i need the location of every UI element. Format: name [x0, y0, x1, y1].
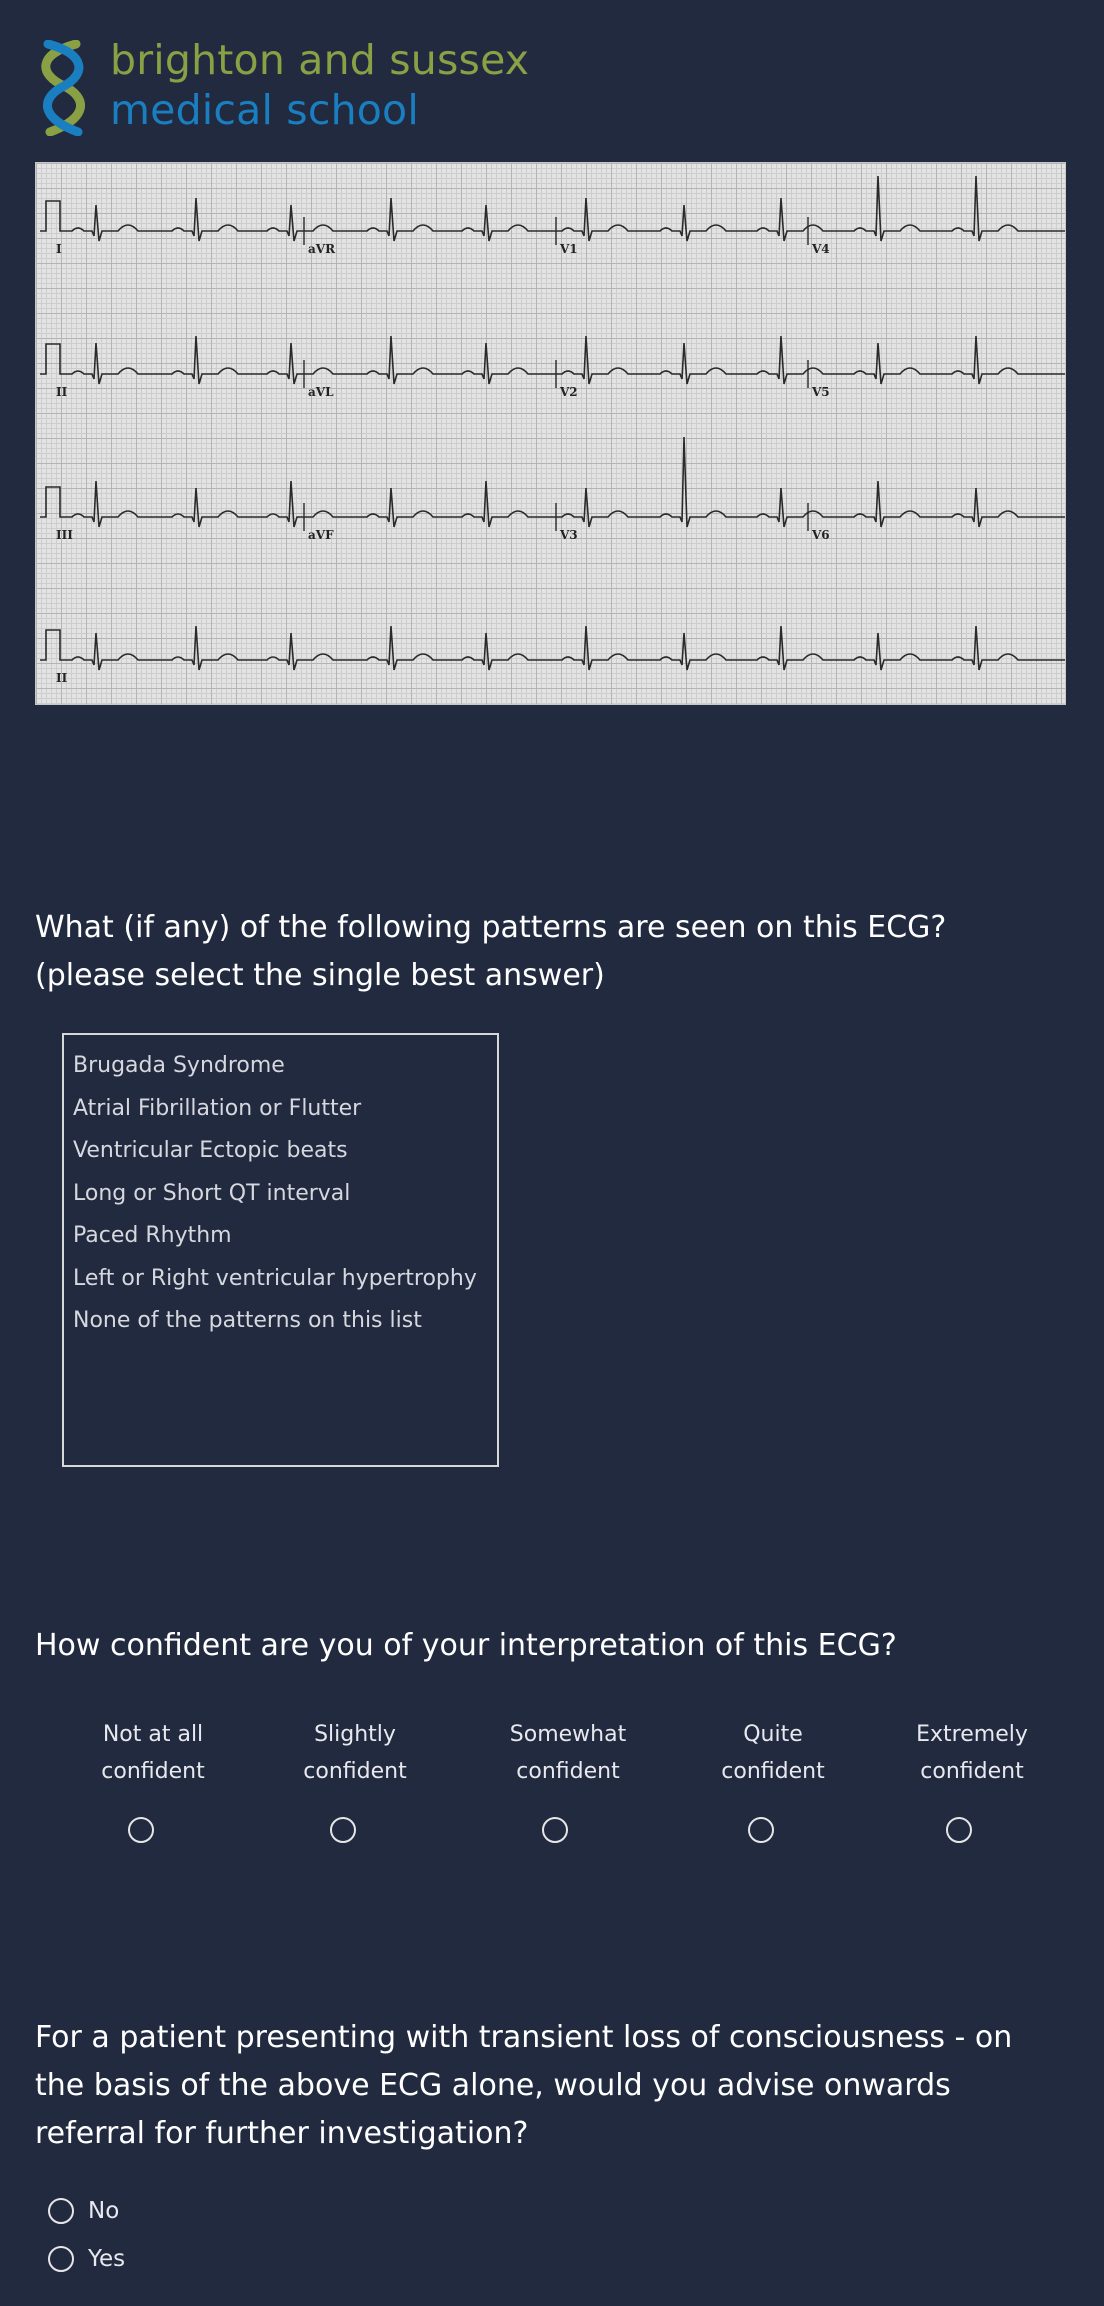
option-yes[interactable]: Yes	[48, 2244, 125, 2274]
dna-helix-icon	[41, 40, 85, 136]
question-ecg-pattern: What (if any) of the following patterns …	[35, 904, 1075, 1000]
confidence-scale: Not at all confident Slightly confident …	[0, 1716, 1104, 1856]
radio-somewhat-confident[interactable]	[542, 1817, 568, 1843]
question-referral: For a patient presenting with transient …	[35, 2014, 1075, 2158]
option-qt-interval[interactable]: Long or Short QT interval	[73, 1180, 351, 1206]
ecg-lead-trace	[40, 625, 1065, 671]
radio-quite-confident[interactable]	[748, 1817, 774, 1843]
radio-extremely-confident[interactable]	[946, 1817, 972, 1843]
scale-label-line2: confident	[101, 1759, 205, 1784]
question-referral-line1: For a patient presenting with transient …	[35, 2020, 1013, 2055]
scale-label-line1: Quite	[743, 1722, 803, 1747]
lead-label-v5: V5	[811, 385, 830, 399]
ecg-image: I aVR V1 V4 II aVL V2 V5 III aVF V3 V6 I…	[35, 162, 1066, 705]
ecg-lead-trace	[40, 175, 1065, 242]
lead-label-v1: V1	[559, 242, 578, 256]
scale-col-not-at-all: Not at all confident	[53, 1716, 253, 1790]
option-paced-rhythm[interactable]: Paced Rhythm	[73, 1223, 232, 1248]
logo-text-line2: medical school	[110, 86, 419, 134]
scale-col-quite: Quite confident	[673, 1716, 873, 1790]
lead-label-avr: aVR	[308, 242, 336, 256]
option-none-of-patterns[interactable]: None of the patterns on this list	[73, 1308, 422, 1333]
radio-no[interactable]	[48, 2198, 74, 2224]
lead-label-i: I	[56, 242, 62, 256]
scale-label-line1: Not at all	[102, 1722, 204, 1747]
question-referral-line3: referral for further investigation?	[35, 2116, 529, 2151]
option-no[interactable]: No	[48, 2196, 119, 2226]
option-brugada-syndrome[interactable]: Brugada Syndrome	[73, 1053, 285, 1078]
option-ventricular-hypertrophy[interactable]: Left or Right ventricular hypertrophy	[73, 1265, 477, 1291]
lead-label-ii-rhythm: II	[56, 671, 68, 685]
scale-col-extremely: Extremely confident	[872, 1716, 1072, 1790]
lead-label-v4: V4	[811, 242, 830, 256]
scale-label-line2: confident	[721, 1759, 825, 1784]
ecg-lead-trace	[40, 335, 1065, 385]
scale-label-line1: Somewhat	[509, 1722, 627, 1747]
scale-label-line2: confident	[303, 1759, 407, 1784]
scale-col-slightly: Slightly confident	[255, 1716, 455, 1790]
scale-label-line2: confident	[516, 1759, 620, 1784]
question-referral-line2: the basis of the above ECG alone, would …	[35, 2068, 951, 2103]
lead-label-v2: V2	[559, 385, 578, 399]
pattern-listbox[interactable]: Brugada Syndrome Atrial Fibrillation or …	[62, 1033, 499, 1467]
logo-text-line1: brighton and sussex	[110, 36, 530, 84]
lead-label-ii: II	[56, 385, 68, 399]
school-logo: brighton and sussex medical school	[34, 36, 554, 136]
question-confidence-text: How confident are you of your interpreta…	[35, 1628, 897, 1663]
ecg-lead-trace	[40, 436, 1065, 528]
radio-yes[interactable]	[48, 2246, 74, 2272]
question-confidence: How confident are you of your interpreta…	[35, 1622, 1075, 1670]
scale-col-somewhat: Somewhat confident	[468, 1716, 668, 1790]
lead-label-avl: aVL	[308, 385, 334, 399]
lead-label-v3: V3	[559, 528, 578, 542]
lead-label-v6: V6	[811, 528, 830, 542]
lead-label-iii: III	[56, 528, 73, 542]
scale-label-line2: confident	[920, 1759, 1024, 1784]
label-no: No	[88, 2198, 120, 2224]
label-yes: Yes	[88, 2246, 126, 2272]
option-atrial-fibrillation[interactable]: Atrial Fibrillation or Flutter	[73, 1095, 362, 1121]
question-ecg-pattern-line1: What (if any) of the following patterns …	[35, 910, 947, 945]
lead-label-avf: aVF	[308, 528, 334, 542]
question-ecg-pattern-line2: (please select the single best answer)	[35, 958, 605, 993]
scale-label-line1: Extremely	[916, 1722, 1028, 1747]
ecg-trace: I aVR V1 V4 II aVL V2 V5 III aVF V3 V6 I…	[40, 175, 1065, 685]
radio-not-at-all-confident[interactable]	[128, 1817, 154, 1843]
option-ventricular-ectopic[interactable]: Ventricular Ectopic beats	[73, 1138, 348, 1163]
radio-slightly-confident[interactable]	[330, 1817, 356, 1843]
scale-label-line1: Slightly	[314, 1722, 396, 1747]
